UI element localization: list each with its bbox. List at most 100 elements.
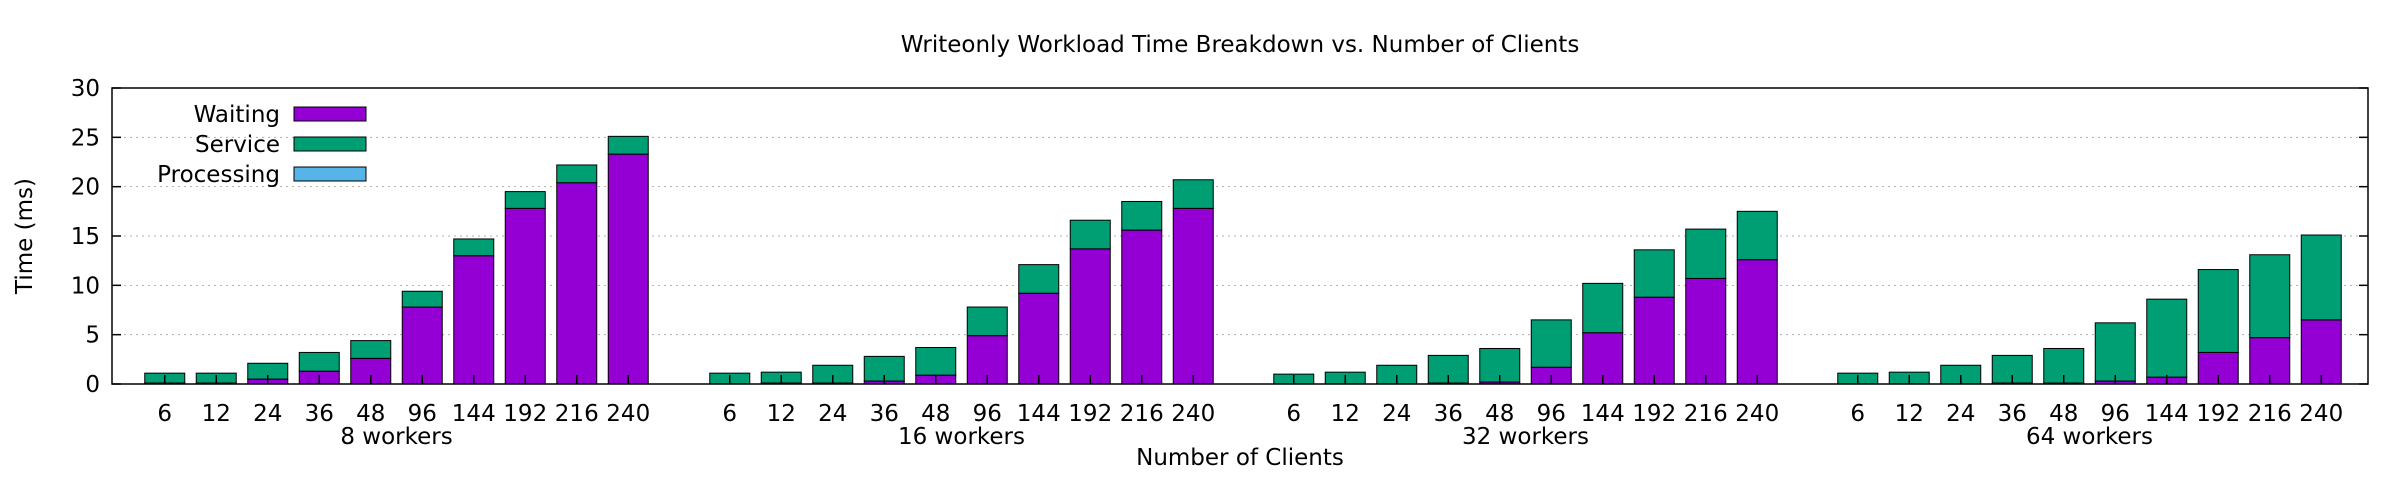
legend-swatch bbox=[293, 106, 367, 122]
bar-waiting bbox=[607, 153, 649, 385]
bar-waiting bbox=[453, 255, 495, 385]
x-tick-label: 36 bbox=[870, 401, 899, 427]
bar-service bbox=[2300, 234, 2342, 321]
bar-service bbox=[1530, 319, 1572, 368]
y-tick-label: 0 bbox=[85, 372, 100, 398]
legend-swatch bbox=[293, 136, 367, 152]
bar-waiting bbox=[1121, 229, 1163, 385]
x-tick-label: 240 bbox=[1735, 401, 1779, 427]
legend-item-processing: Processing bbox=[157, 162, 367, 188]
x-tick-label: 6 bbox=[1850, 401, 1865, 427]
x-tick-label: 192 bbox=[1068, 401, 1112, 427]
x-tick-label: 24 bbox=[1382, 401, 1411, 427]
x-tick-label: 24 bbox=[253, 401, 282, 427]
bar-group bbox=[1273, 210, 1778, 385]
x-tick-label: 240 bbox=[2299, 401, 2343, 427]
legend: Waiting Service Processing bbox=[157, 102, 367, 188]
bar-waiting bbox=[1069, 248, 1111, 385]
bar-service bbox=[1121, 200, 1163, 231]
x-tick-label: 48 bbox=[2049, 401, 2078, 427]
bar-waiting bbox=[401, 306, 443, 385]
y-tick-label: 25 bbox=[71, 125, 100, 151]
x-tick-label: 48 bbox=[1485, 401, 1514, 427]
x-tick-label: 96 bbox=[2101, 401, 2130, 427]
chart-title: Writeonly Workload Time Breakdown vs. Nu… bbox=[901, 32, 1580, 58]
y-tick-label: 15 bbox=[71, 224, 100, 250]
x-tick-label: 216 bbox=[1684, 401, 1728, 427]
bar-service bbox=[1633, 249, 1675, 298]
bar-waiting bbox=[1633, 296, 1675, 385]
x-tick-label: 36 bbox=[1434, 401, 1463, 427]
x-tick-label: 192 bbox=[503, 401, 547, 427]
bar-group bbox=[1837, 234, 2342, 385]
x-tick-label: 144 bbox=[1017, 401, 1061, 427]
bar-service bbox=[607, 135, 649, 155]
x-tick-label: 6 bbox=[722, 401, 737, 427]
x-tick-label: 96 bbox=[973, 401, 1002, 427]
bar-service bbox=[401, 290, 443, 308]
x-tick-label: 48 bbox=[921, 401, 950, 427]
bar-service bbox=[1069, 219, 1111, 250]
bar-service bbox=[1685, 228, 1727, 279]
bar-service bbox=[1018, 264, 1060, 294]
x-tick-label: 216 bbox=[1120, 401, 1164, 427]
x-tick-label: 144 bbox=[2145, 401, 2189, 427]
bar-waiting bbox=[1018, 292, 1060, 385]
group-label: 16 workers bbox=[898, 424, 1025, 450]
bar-service bbox=[1736, 210, 1778, 261]
x-tick-label: 36 bbox=[1998, 401, 2027, 427]
bar-service bbox=[2094, 322, 2136, 382]
y-tick-label: 30 bbox=[71, 76, 100, 102]
legend-swatch bbox=[293, 166, 367, 182]
x-tick-label: 12 bbox=[1895, 401, 1924, 427]
x-tick-label: 24 bbox=[1946, 401, 1975, 427]
bar-waiting bbox=[2300, 319, 2342, 385]
x-tick-label: 36 bbox=[305, 401, 334, 427]
legend-item-waiting: Waiting bbox=[194, 102, 367, 128]
bar-service bbox=[1172, 179, 1214, 209]
grid-layer bbox=[112, 136, 2368, 336]
y-tick-label: 20 bbox=[71, 175, 100, 201]
x-tick-label: 216 bbox=[555, 401, 599, 427]
y-axis-label: Time (ms) bbox=[12, 178, 38, 295]
legend-item-service: Service bbox=[195, 132, 367, 158]
bar-waiting bbox=[1736, 259, 1778, 385]
bar-group bbox=[709, 179, 1214, 385]
x-tick-label: 6 bbox=[1286, 401, 1301, 427]
x-tick-label: 192 bbox=[1632, 401, 1676, 427]
bar-service bbox=[298, 351, 340, 372]
bar-waiting bbox=[504, 207, 546, 385]
bar-service bbox=[350, 340, 392, 359]
x-tick-label: 12 bbox=[202, 401, 231, 427]
x-tick-label: 12 bbox=[1331, 401, 1360, 427]
bar-waiting bbox=[1685, 277, 1727, 385]
x-tick-label: 216 bbox=[2248, 401, 2292, 427]
x-tick-label: 96 bbox=[408, 401, 437, 427]
bar-waiting bbox=[1582, 332, 1624, 385]
bar-service bbox=[966, 306, 1008, 337]
x-tick-label: 144 bbox=[1581, 401, 1625, 427]
bar-service bbox=[2249, 254, 2291, 339]
bars-layer bbox=[144, 135, 2342, 385]
bar-waiting bbox=[556, 182, 598, 385]
bar-service bbox=[2146, 298, 2188, 378]
x-tick-label: 12 bbox=[767, 401, 796, 427]
x-tick-label: 6 bbox=[157, 401, 172, 427]
bar-service bbox=[504, 191, 546, 209]
group-label: 32 workers bbox=[1462, 424, 1589, 450]
group-label: 8 workers bbox=[340, 424, 452, 450]
bar-service bbox=[1582, 282, 1624, 334]
x-tick-label: 24 bbox=[818, 401, 847, 427]
bar-service bbox=[2197, 269, 2239, 353]
y-tick-label: 5 bbox=[85, 323, 100, 349]
bar-group bbox=[144, 135, 649, 385]
legend-label: Waiting bbox=[194, 102, 280, 128]
bar-service bbox=[453, 238, 495, 257]
legend-label: Service bbox=[195, 132, 280, 158]
group-label: 64 workers bbox=[2026, 424, 2153, 450]
x-tick-label: 240 bbox=[1171, 401, 1215, 427]
axis-layer: 0 5 10 15 20 25 30 6 12 24 36 48 96 144 192 216 240 8 wor… bbox=[71, 76, 2368, 450]
x-tick-label: 144 bbox=[452, 401, 496, 427]
